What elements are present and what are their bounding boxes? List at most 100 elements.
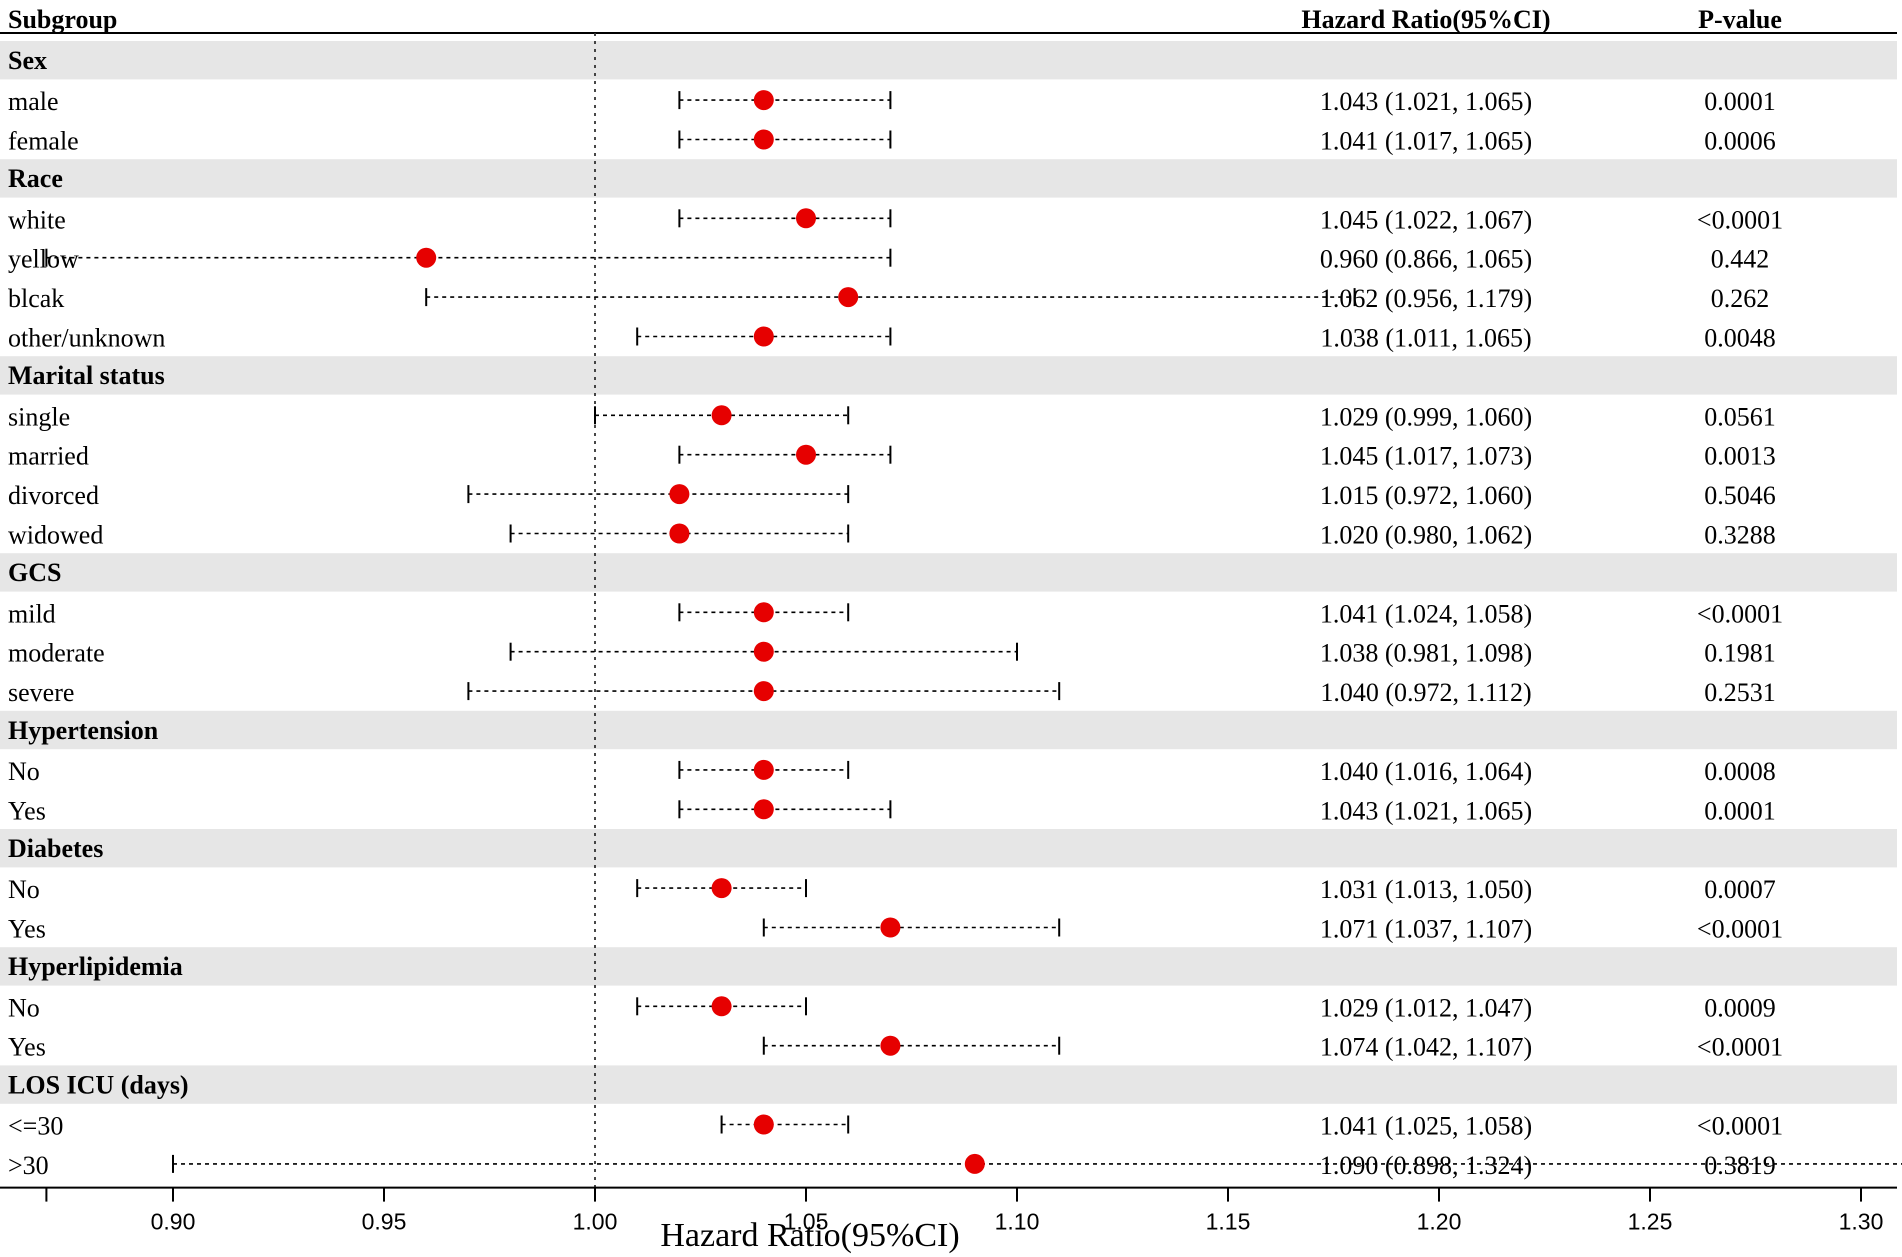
hr-point — [711, 405, 732, 426]
hr-point — [753, 1114, 774, 1135]
hr-ci-value: 1.045 (1.017, 1.073) — [1320, 442, 1532, 471]
p-value: 0.5046 — [1704, 481, 1776, 510]
hr-ci-value: 0.960 (0.866, 1.065) — [1320, 245, 1532, 274]
p-value: 0.2531 — [1704, 678, 1776, 707]
row-label: divorced — [8, 481, 99, 510]
hr-point — [964, 1153, 985, 1174]
p-value: <0.0001 — [1697, 1112, 1783, 1141]
header-hazard-ratio: Hazard Ratio(95%CI) — [1301, 5, 1550, 34]
hr-ci-value: 1.071 (1.037, 1.107) — [1320, 915, 1532, 944]
group-band — [0, 159, 1897, 198]
p-value: 0.3819 — [1704, 1151, 1776, 1180]
hr-ci-value: 1.041 (1.025, 1.058) — [1320, 1112, 1532, 1141]
hr-ci-value: 1.040 (1.016, 1.064) — [1320, 757, 1532, 786]
axis-tick-label: 1.05 — [784, 1209, 829, 1235]
axis-tick-label: 1.15 — [1206, 1209, 1251, 1235]
row-label: Yes — [8, 796, 46, 825]
p-value: 0.0006 — [1704, 127, 1776, 156]
p-value: 0.0001 — [1704, 796, 1776, 825]
row-label: moderate — [8, 639, 105, 668]
axis-tick-label: 0.95 — [362, 1209, 407, 1235]
hr-ci-value: 1.043 (1.021, 1.065) — [1320, 87, 1532, 116]
hr-ci-value: 1.029 (0.999, 1.060) — [1320, 402, 1532, 431]
p-value: 0.0013 — [1704, 442, 1776, 471]
p-value: <0.0001 — [1697, 915, 1783, 944]
p-value: 0.0009 — [1704, 993, 1776, 1022]
row-label: married — [8, 442, 89, 471]
hr-ci-value: 1.090 (0.898, 1.324) — [1320, 1151, 1532, 1180]
row-label: white — [8, 205, 66, 234]
row-label: severe — [8, 678, 74, 707]
row-label: Yes — [8, 915, 46, 944]
p-value: 0.442 — [1711, 245, 1770, 274]
row-label: other/unknown — [8, 324, 165, 353]
hr-ci-value: 1.020 (0.980, 1.062) — [1320, 521, 1532, 550]
row-label: No — [8, 757, 40, 786]
group-label: GCS — [8, 558, 61, 587]
p-value: 0.0561 — [1704, 402, 1776, 431]
row-label: blcak — [8, 284, 64, 313]
group-band — [0, 41, 1897, 80]
group-band — [0, 553, 1897, 592]
hr-point — [753, 799, 774, 820]
group-band — [0, 356, 1897, 395]
hr-point — [753, 602, 774, 623]
p-value: 0.262 — [1711, 284, 1770, 313]
hr-ci-value: 1.038 (0.981, 1.098) — [1320, 639, 1532, 668]
x-axis-label: Hazard Ratio(95%CI) — [660, 1217, 959, 1254]
hr-ci-value: 1.041 (1.024, 1.058) — [1320, 599, 1532, 628]
hr-point — [796, 208, 816, 229]
group-band — [0, 710, 1897, 750]
row-label: female — [8, 127, 79, 156]
hr-point — [838, 287, 859, 308]
p-value: 0.0008 — [1704, 757, 1776, 786]
hr-point — [880, 1035, 901, 1056]
hr-ci-value: 1.074 (1.042, 1.107) — [1320, 1033, 1532, 1062]
row-label: No — [8, 993, 40, 1022]
p-value: 0.1981 — [1704, 639, 1776, 668]
hr-point — [753, 326, 774, 347]
group-band — [0, 947, 1897, 986]
header-p-value: P-value — [1698, 5, 1782, 34]
p-value: <0.0001 — [1697, 205, 1783, 234]
row-label: No — [8, 875, 40, 904]
hr-ci-value: 1.015 (0.972, 1.060) — [1320, 481, 1532, 510]
hr-point — [796, 444, 816, 465]
hr-ci-value: 1.029 (1.012, 1.047) — [1320, 993, 1532, 1022]
hr-ci-value: 1.045 (1.022, 1.067) — [1320, 205, 1532, 234]
axis-tick-label: 1.20 — [1417, 1209, 1462, 1235]
hr-point — [753, 129, 774, 150]
header-subgroup: Subgroup — [8, 5, 117, 34]
p-value: 0.0048 — [1704, 324, 1776, 353]
hr-point — [753, 759, 774, 780]
axis-tick-label: 1.00 — [573, 1209, 618, 1235]
group-label: Diabetes — [8, 834, 103, 863]
group-band — [0, 1065, 1897, 1104]
hr-point — [711, 878, 732, 899]
axis-tick-label: 1.25 — [1628, 1209, 1673, 1235]
axis-tick-label: 1.10 — [995, 1209, 1040, 1235]
x-axis: 0.90 0.95 1.00 1.05 1.10 1.15 1.20 1.25 1.30 — [0, 1186, 1897, 1235]
group-bands — [0, 41, 1897, 1104]
hr-point — [880, 917, 901, 938]
column-headers: Subgroup Hazard Ratio(95%CI) P-value — [8, 5, 1782, 34]
group-band — [0, 829, 1897, 868]
hr-ci-value: 1.040 (0.972, 1.112) — [1320, 678, 1531, 707]
hr-point — [753, 681, 774, 702]
group-label: Sex — [8, 46, 47, 75]
row-label: mild — [8, 599, 56, 628]
p-value: 0.0001 — [1704, 87, 1776, 116]
hr-point — [753, 641, 774, 662]
group-label: Hyperlipidemia — [8, 952, 183, 981]
hr-point — [711, 996, 732, 1017]
row-label: >30 — [8, 1151, 49, 1180]
hr-ci-value: 1.031 (1.013, 1.050) — [1320, 875, 1532, 904]
group-label: Hypertension — [8, 716, 159, 745]
row-label: widowed — [8, 521, 103, 550]
row-label: yellow — [8, 245, 79, 274]
row-label: Yes — [8, 1033, 46, 1062]
group-label: Race — [8, 164, 63, 193]
p-value: 0.3288 — [1704, 521, 1776, 550]
hr-point — [416, 247, 437, 268]
